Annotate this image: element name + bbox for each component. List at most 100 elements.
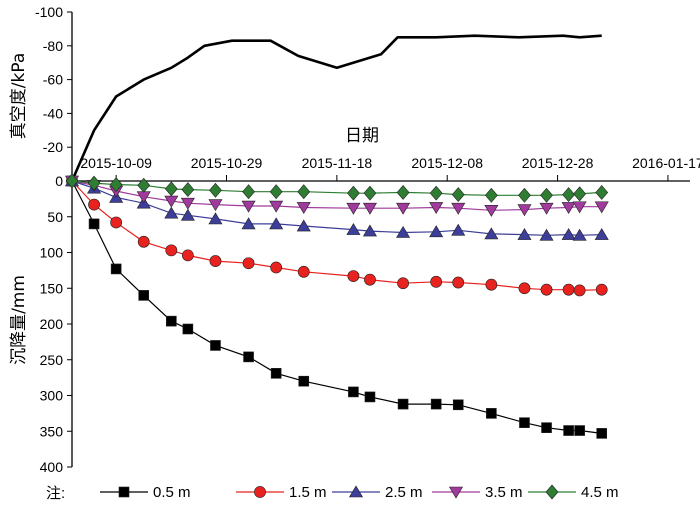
- y-tick-label-settlement: 250: [40, 352, 64, 368]
- point-3-5m: [296, 202, 311, 215]
- point-0-5m: [574, 425, 585, 436]
- point-4-5m: [347, 185, 360, 201]
- point-1-5m: [137, 235, 150, 248]
- point-4-5m: [451, 187, 465, 203]
- y-tick-label-settlement: 100: [40, 245, 64, 261]
- point-4-5m: [562, 187, 576, 203]
- point-1-5m: [562, 283, 575, 296]
- point-3-5m: [362, 202, 377, 215]
- point-0-5m: [541, 422, 552, 433]
- point-1-5m: [209, 255, 222, 267]
- point-4-5m: [297, 184, 311, 200]
- point-2-5m: [362, 224, 377, 237]
- point-3-5m: [594, 201, 609, 214]
- point-3-5m: [429, 202, 444, 215]
- point-1-5m: [88, 198, 100, 211]
- point-3-5m: [539, 202, 554, 215]
- legend-label-0-5m: 0.5 m: [153, 484, 191, 501]
- point-4-5m: [109, 177, 123, 193]
- point-0-5m: [364, 391, 376, 403]
- point-3-5m: [451, 202, 466, 215]
- point-0-5m: [298, 375, 310, 387]
- point-0-5m: [243, 351, 254, 363]
- x-axis-title: 日期: [345, 126, 379, 146]
- y-tick-label-settlement: 300: [40, 388, 64, 404]
- y-tick-label-vacuum: 0: [55, 173, 63, 189]
- vacuum-line: [70, 34, 602, 182]
- legend-marker-4-5m: [545, 484, 559, 500]
- point-3-5m: [180, 197, 195, 210]
- point-0-5m: [138, 290, 150, 301]
- point-2-5m: [429, 225, 444, 238]
- point-2-5m: [164, 206, 179, 219]
- legend-label-2-5m: 2.5 m: [385, 484, 423, 501]
- point-1-5m: [165, 244, 178, 257]
- point-0-5m: [519, 417, 530, 428]
- x-tick-label: 2015-10-09: [80, 155, 152, 171]
- point-0-5m: [596, 428, 608, 439]
- point-2-5m: [517, 228, 532, 240]
- legend: 注: 0.5 m 1.5 m 2.5 m 3.5 m 4.5 m: [46, 484, 619, 502]
- point-4-5m: [396, 184, 410, 200]
- y-axis-title-settlement: 沉降量/mm: [9, 275, 29, 365]
- point-4-5m: [87, 175, 101, 191]
- point-1-5m: [181, 249, 194, 262]
- point-1-5m: [347, 270, 360, 282]
- legend-prefix: 注:: [46, 485, 65, 502]
- point-2-5m: [180, 208, 195, 221]
- legend-marker-3-5m: [448, 486, 464, 499]
- y-tick-label-vacuum: -80: [43, 38, 63, 54]
- point-4-5m: [595, 184, 609, 200]
- legend-label-4-5m: 4.5 m: [581, 484, 619, 501]
- point-4-5m: [518, 187, 531, 203]
- point-2-5m: [241, 217, 256, 230]
- point-3-5m: [517, 204, 532, 217]
- point-0-5m: [110, 263, 122, 275]
- legend-marker-1-5m: [254, 486, 266, 498]
- point-2-5m: [451, 223, 466, 236]
- legend-marker-0-5m: [118, 486, 130, 498]
- point-4-5m: [164, 181, 178, 197]
- y-tick-label-vacuum: -20: [43, 139, 63, 155]
- point-0-5m: [182, 323, 194, 335]
- label-layer: -100 -80 -60 -40 -20 0 50 100 150 200 250 300 350 400…: [9, 4, 700, 475]
- point-0-5m: [166, 315, 177, 327]
- point-0-5m: [348, 386, 359, 398]
- point-0-5m: [563, 425, 574, 436]
- point-3-5m: [346, 202, 361, 215]
- point-0-5m: [486, 408, 497, 419]
- x-tick-label: 2015-12-28: [522, 155, 594, 171]
- series-layer: [64, 34, 609, 439]
- point-4-5m: [137, 177, 151, 193]
- point-2-5m: [296, 219, 311, 232]
- y-tick-label-settlement: 350: [40, 423, 64, 439]
- settlement-line-0-5m: [71, 180, 602, 434]
- point-1-5m: [297, 265, 310, 278]
- x-tick-label: 2015-11-18: [302, 155, 373, 171]
- point-3-5m: [241, 200, 256, 213]
- point-1-5m: [110, 216, 123, 229]
- y-tick-label-vacuum: -100: [35, 4, 63, 20]
- point-1-5m: [595, 283, 608, 296]
- point-4-5m: [540, 187, 553, 203]
- point-4-5m: [429, 185, 443, 201]
- point-2-5m: [594, 228, 609, 240]
- x-tick-label: 2015-12-08: [411, 155, 483, 171]
- point-2-5m: [572, 228, 587, 241]
- axes-layer: [67, 11, 690, 468]
- point-0-5m: [430, 398, 442, 410]
- y-tick-label-settlement: 400: [40, 459, 64, 475]
- point-4-5m: [573, 186, 587, 202]
- point-1-5m: [364, 273, 376, 286]
- point-0-5m: [88, 218, 100, 230]
- y-tick-label-settlement: 200: [40, 316, 64, 332]
- point-3-5m: [484, 205, 499, 217]
- point-2-5m: [484, 227, 499, 240]
- point-3-5m: [561, 202, 576, 215]
- y-axis-title-vacuum: 真空度/kPa: [9, 53, 29, 139]
- point-4-5m: [65, 173, 79, 189]
- point-0-5m: [397, 398, 409, 410]
- point-4-5m: [484, 187, 498, 203]
